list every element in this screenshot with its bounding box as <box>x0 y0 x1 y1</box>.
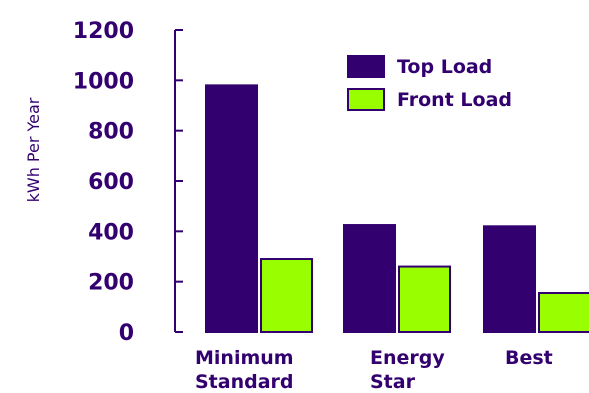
legend-label: Top Load <box>397 56 492 78</box>
x-category-label: Best <box>505 347 553 369</box>
bars <box>205 84 589 334</box>
legend-swatch <box>347 55 385 78</box>
y-tick-label: 800 <box>88 120 134 145</box>
y-tick-label: 1200 <box>73 19 134 44</box>
bar-top-load <box>205 84 258 333</box>
x-category-label: Energy <box>370 347 445 369</box>
legend-label: Front Load <box>397 89 512 111</box>
bar-top-load <box>483 225 536 333</box>
x-category-label: Minimum <box>195 347 294 369</box>
bar-front-load <box>538 291 589 334</box>
bar-top-load <box>343 224 396 334</box>
y-tick-label: 200 <box>88 271 134 296</box>
bar-front-load <box>260 258 313 333</box>
legend-swatch <box>347 88 385 111</box>
y-tick-label: 1000 <box>73 69 134 94</box>
y-tick-label: 600 <box>88 170 134 195</box>
x-category-label: Standard <box>195 371 294 393</box>
y-tick-label: 400 <box>88 220 134 245</box>
x-category-label: Star <box>370 371 416 393</box>
bar-front-load <box>398 265 451 334</box>
y-axis-title: kWh Per Year <box>24 97 43 202</box>
y-tick-label: 0 <box>119 321 134 346</box>
legend: Top Load Front Load <box>347 55 512 111</box>
y-axis: 0 200 400 600 800 1000 1200 <box>73 19 183 346</box>
